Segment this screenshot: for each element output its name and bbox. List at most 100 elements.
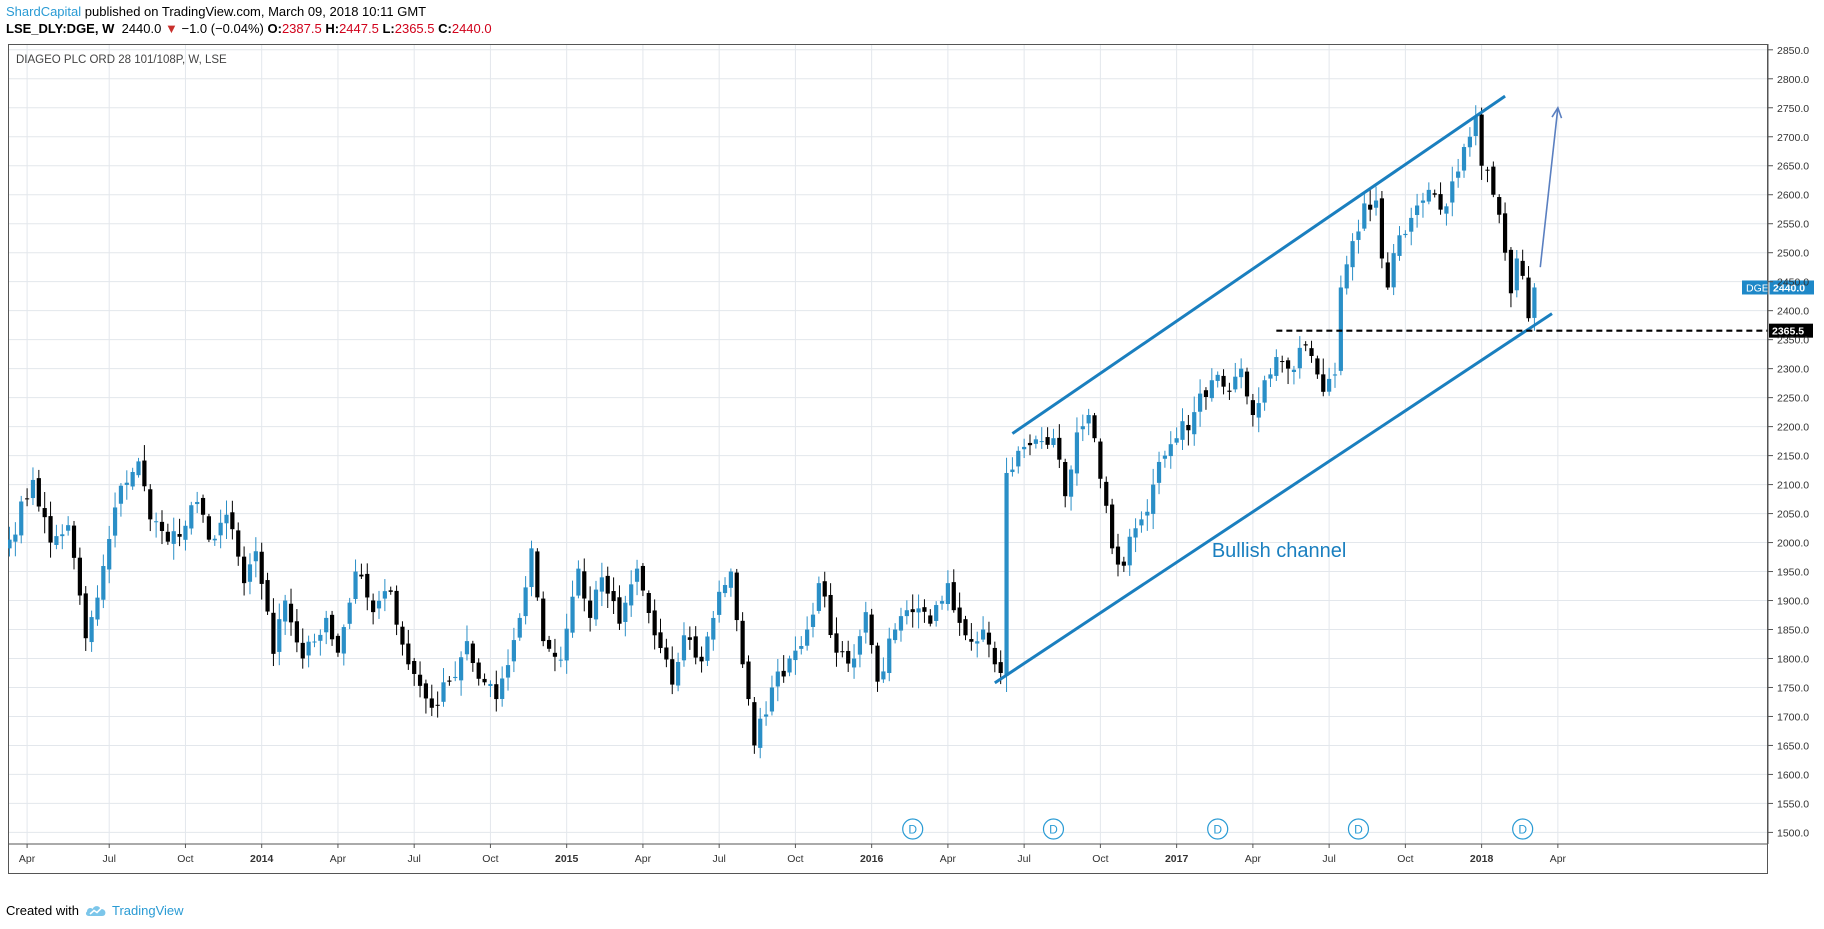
candle-body — [1010, 469, 1015, 473]
candle-body — [846, 650, 851, 664]
candle-body — [154, 521, 159, 523]
candle-body — [664, 647, 669, 660]
candle-body — [400, 626, 405, 645]
candle-body — [1420, 200, 1426, 203]
y-tick-label: 2300.0 — [1777, 364, 1809, 376]
candle-body — [1186, 424, 1191, 431]
author-link[interactable]: ShardCapital — [6, 4, 82, 19]
candle-body — [646, 593, 651, 613]
dividend-marker-label: D — [1518, 823, 1527, 837]
y-tick-label: 2200.0 — [1777, 422, 1809, 434]
dividend-marker[interactable] — [902, 818, 924, 840]
candle-body — [1168, 444, 1173, 457]
candle-body — [775, 671, 780, 687]
candle-body — [89, 617, 94, 643]
candle-body — [1315, 358, 1320, 375]
candle-body — [910, 609, 915, 613]
dividend-marker[interactable] — [1042, 818, 1065, 840]
candle-body — [887, 638, 892, 674]
candle-body — [1438, 194, 1443, 210]
candle-body — [922, 607, 927, 612]
candle-body — [611, 591, 616, 602]
candle-body — [1356, 231, 1361, 240]
ohlc-line: LSE_DLY:DGE, W 2440.0 ▼ −1.0 (−0.04%) O:… — [6, 20, 1816, 37]
candle-body — [834, 633, 839, 653]
candle-body — [676, 661, 681, 686]
candle-body — [459, 657, 464, 681]
candle-body — [482, 678, 487, 683]
candle-body — [476, 662, 481, 679]
candle-body — [247, 564, 253, 582]
candle-body — [893, 629, 898, 641]
candle-body — [112, 507, 118, 536]
candle-body — [1139, 519, 1144, 526]
candle-body — [1473, 116, 1478, 136]
candle-body — [805, 629, 810, 646]
candle-body — [1291, 369, 1297, 372]
x-tick-label: Jul — [1322, 853, 1335, 865]
dividend-marker-label: D — [1049, 823, 1058, 837]
price-chart[interactable]: 2365.5 DGE 2440.0 Bullish channel D D D D D 1500… — [7, 44, 1816, 874]
last-price: 2440.0 — [121, 21, 162, 36]
candle-body — [13, 534, 18, 542]
y-tick-label: 2700.0 — [1777, 132, 1809, 144]
candle-body — [277, 619, 282, 652]
candle-body — [1485, 169, 1490, 171]
candle-body — [840, 651, 845, 653]
candle-body — [1321, 374, 1326, 392]
target-arrow-line[interactable] — [1539, 107, 1559, 268]
candle-body — [300, 642, 305, 659]
candle-body — [206, 516, 212, 540]
candle-body — [1362, 203, 1367, 229]
candle-body — [1156, 461, 1162, 483]
x-tick-label: Jul — [712, 853, 725, 865]
candle-body — [66, 525, 71, 531]
y-tick-label: 2000.0 — [1777, 538, 1809, 550]
candle-body — [1221, 375, 1226, 387]
candle-body — [1280, 361, 1285, 363]
candle-body — [312, 641, 317, 643]
x-tick-label: 2014 — [250, 853, 274, 865]
candle-body — [605, 575, 610, 594]
candle-body — [101, 566, 106, 600]
dividend-marker[interactable] — [1207, 818, 1229, 840]
candle-body — [347, 602, 352, 624]
open-value: 2387.5 — [281, 21, 322, 36]
candle-body — [242, 556, 247, 584]
y-tick-label: 2750.0 — [1777, 103, 1809, 115]
channel-lower-line[interactable] — [993, 312, 1553, 685]
candle-body — [1508, 249, 1514, 294]
candle-body — [1268, 374, 1273, 379]
candle-body — [353, 571, 358, 600]
candle-body — [488, 683, 493, 687]
y-tick-label: 2450.0 — [1777, 277, 1809, 289]
candle-body — [869, 614, 874, 646]
candle-body — [335, 635, 341, 653]
candle-body — [1092, 415, 1097, 439]
x-tick-label: Oct — [1397, 853, 1413, 865]
candle-body — [1432, 193, 1437, 195]
dividend-marker[interactable] — [1512, 818, 1534, 840]
down-arrow-icon: ▼ — [164, 21, 178, 36]
candle-body — [992, 647, 997, 665]
tradingview-link[interactable]: TradingView — [85, 902, 184, 920]
last-price-tag — [1742, 280, 1814, 295]
candle-body — [1338, 287, 1343, 371]
x-tick-label: 2018 — [1470, 853, 1494, 865]
candle-body — [863, 612, 868, 633]
chart-area[interactable]: 2365.5 DGE 2440.0 Bullish channel D D D D D 1500… — [7, 44, 1816, 874]
candle-body — [705, 636, 710, 661]
candle-body — [453, 676, 458, 679]
candle-body — [1403, 233, 1408, 236]
channel-upper-line[interactable] — [1011, 94, 1506, 435]
candle-body — [60, 534, 65, 537]
y-tick-label: 2850.0 — [1777, 45, 1809, 57]
candle-body — [1174, 438, 1179, 443]
candle-body — [541, 598, 546, 642]
candle-body — [341, 627, 346, 654]
candle-body — [793, 650, 798, 661]
dividend-marker[interactable] — [1347, 818, 1370, 840]
candle-body — [212, 538, 217, 541]
candle-body — [1197, 393, 1203, 412]
candle-body — [957, 607, 962, 623]
